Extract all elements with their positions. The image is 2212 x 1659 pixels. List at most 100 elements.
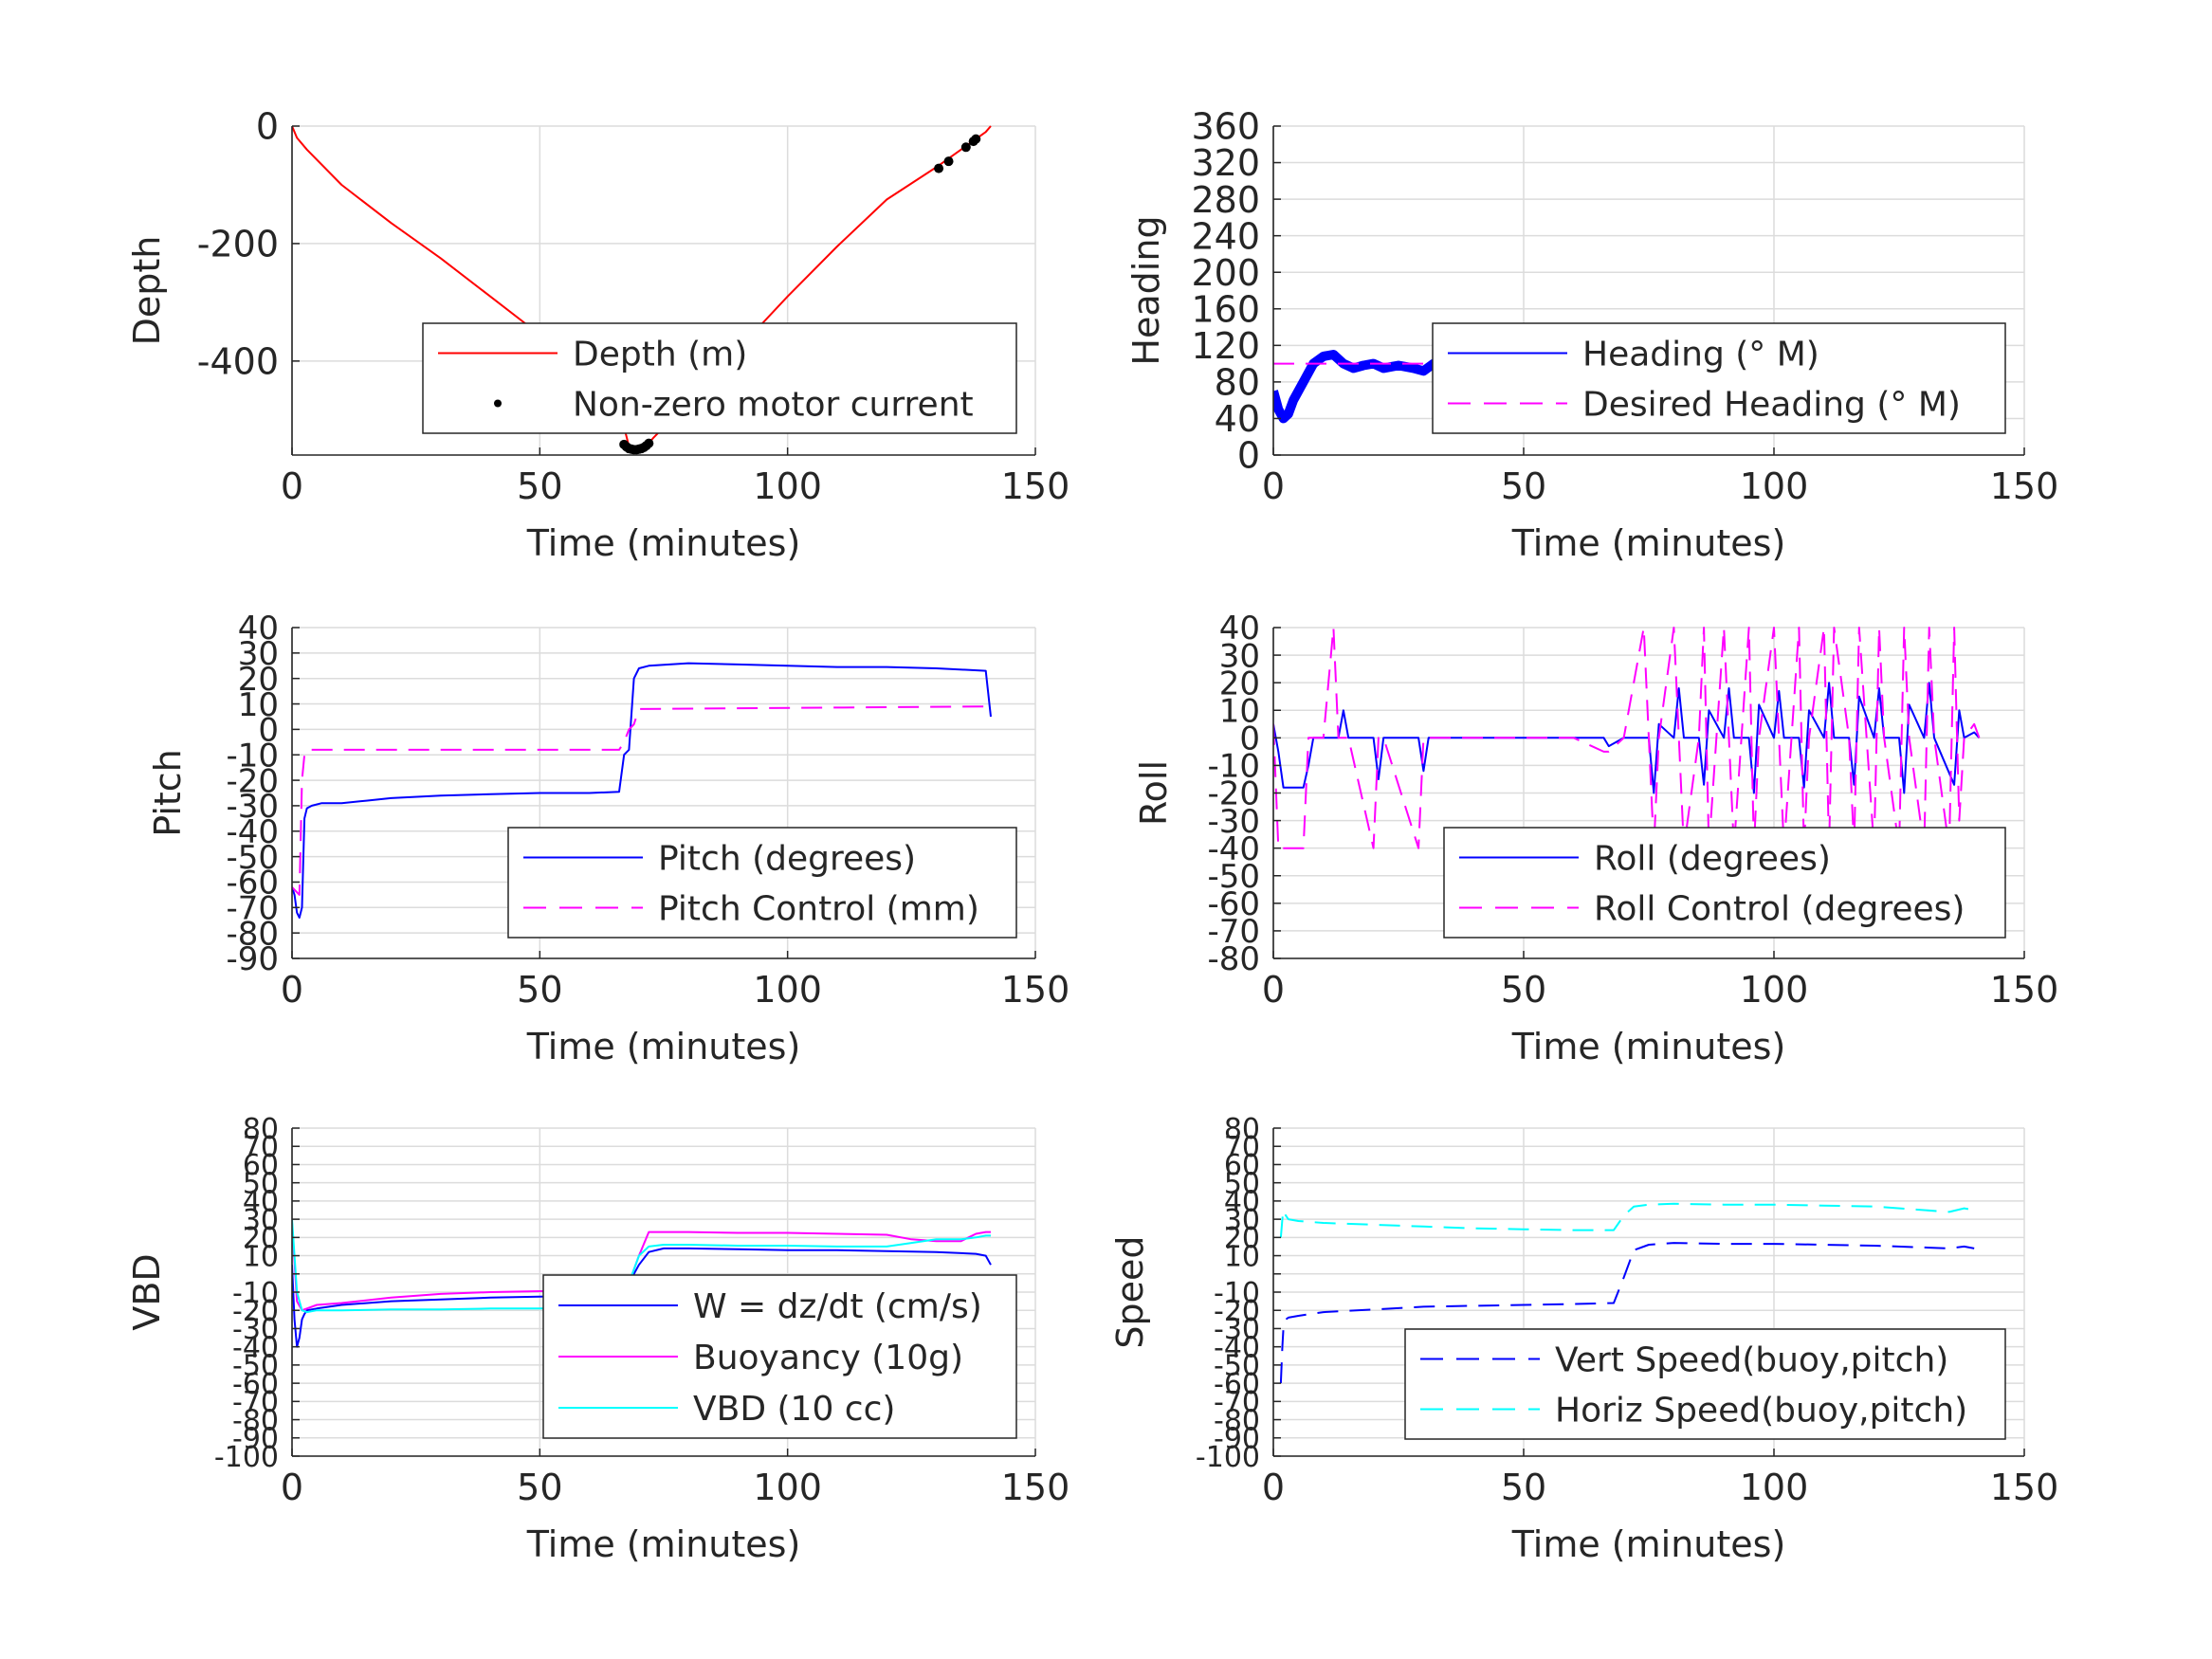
y-axis-label: VBD [126, 1253, 168, 1330]
y-tick-label: 70 [243, 1131, 279, 1164]
y-tick-label: -40 [226, 813, 279, 851]
y-tick-label: -100 [214, 1441, 279, 1474]
y-tick-label: -50 [1207, 858, 1260, 896]
y-tick-label: -90 [226, 940, 279, 978]
legend-entry: Desired Heading (° M) [1582, 385, 1961, 424]
x-axis-label: Time (minutes) [526, 1523, 801, 1565]
x-tick-label: 50 [1501, 1467, 1546, 1508]
x-tick-label: 100 [753, 969, 822, 1011]
x-tick-label: 150 [1001, 465, 1070, 507]
y-tick-label: -60 [226, 865, 279, 902]
y-tick-label: -60 [1207, 885, 1260, 923]
legend-entry: Vert Speed(buoy,pitch) [1555, 1340, 1948, 1379]
legend-entry: Buoyancy (10g) [693, 1339, 963, 1377]
y-tick-label: 30 [238, 635, 279, 673]
x-tick-label: 50 [517, 465, 562, 507]
y-tick-label: -50 [1214, 1350, 1260, 1383]
y-tick-label: -200 [197, 224, 279, 265]
x-tick-label: 50 [1501, 969, 1546, 1011]
x-tick-label: 0 [1262, 969, 1285, 1011]
x-tick-label: 150 [1990, 1467, 2059, 1508]
legend-swatch [494, 399, 502, 408]
series-line-3 [292, 1219, 991, 1314]
x-tick-label: 150 [1990, 969, 2059, 1011]
y-tick-label: 40 [1215, 398, 1260, 440]
y-tick-label: 200 [1191, 252, 1260, 294]
x-tick-label: 100 [1740, 969, 1809, 1011]
y-tick-label: 120 [1191, 325, 1260, 367]
legend: Pitch (degrees) Pitch Control (mm) [507, 827, 1017, 939]
y-tick-label: -80 [1214, 1404, 1260, 1437]
x-axis-label: Time (minutes) [1511, 522, 1786, 564]
y-axis-label: Speed [1109, 1235, 1151, 1348]
x-tick-label: 0 [281, 969, 303, 1011]
legend-box [1432, 322, 2006, 434]
x-tick-label: 50 [517, 1467, 562, 1508]
y-tick-label: 30 [1219, 637, 1260, 675]
legend-entry: VBD (10 cc) [693, 1390, 895, 1429]
y-tick-label: 30 [1224, 1204, 1260, 1237]
y-tick-label: -40 [232, 1331, 279, 1364]
x-tick-label: 50 [517, 969, 562, 1011]
y-tick-label: -50 [232, 1350, 279, 1383]
y-tick-label: -20 [1214, 1295, 1260, 1328]
x-axis-label: Time (minutes) [526, 1026, 801, 1067]
y-tick-label: 60 [1224, 1149, 1260, 1182]
series-line-2 [292, 705, 992, 896]
y-tick-label: 30 [243, 1204, 279, 1237]
data-point [971, 134, 981, 144]
series-line-1 [1279, 1242, 1975, 1384]
data-point [943, 156, 954, 167]
y-tick-label: -20 [226, 762, 279, 800]
chart-vbd: 0 50 100 150 -100-90-80-70-60-50-40-30-20-10… [126, 1113, 1069, 1565]
legend-entry: Heading (° M) [1582, 335, 1819, 374]
series-group [292, 125, 992, 455]
x-tick-label: 100 [753, 465, 822, 507]
y-tick-label: -90 [1214, 1423, 1260, 1456]
y-tick-label: -10 [1214, 1277, 1260, 1310]
y-tick-label: 10 [238, 686, 279, 724]
y-tick-label: -70 [226, 890, 279, 928]
y-tick-label: -20 [1207, 775, 1260, 813]
y-tick-label: 20 [243, 1222, 279, 1255]
y-tick-label: 20 [1224, 1222, 1260, 1255]
data-point [934, 163, 944, 173]
y-tick-label: -60 [232, 1368, 279, 1401]
x-tick-label: 150 [1001, 969, 1070, 1011]
y-tick-label: -60 [1214, 1368, 1260, 1401]
y-axis-label: Heading [1125, 215, 1167, 365]
legend-box [507, 827, 1017, 939]
legend: Depth (m) Non-zero motor current [422, 322, 1017, 434]
series-line-1 [1273, 682, 1981, 794]
data-point [644, 438, 654, 448]
y-tick-label: 60 [243, 1149, 279, 1182]
legend-entry: Pitch (degrees) [658, 839, 916, 878]
series-group [292, 662, 992, 919]
y-tick-label: 360 [1191, 106, 1260, 148]
legend-entry: Roll Control (degrees) [1594, 889, 1965, 928]
y-tick-label: 40 [1224, 1186, 1260, 1219]
x-tick-label: 0 [1262, 465, 1285, 507]
chart-speed: 0 50 100 150 -100-90-80-70-60-50-40-30-20-10… [1109, 1113, 2058, 1565]
y-tick-label: -10 [1207, 748, 1260, 786]
y-tick-label: 70 [1224, 1131, 1260, 1164]
y-tick-label: -30 [232, 1313, 279, 1346]
y-tick-label: -40 [1207, 830, 1260, 868]
y-tick-label: -30 [1214, 1313, 1260, 1346]
x-axis-label: Time (minutes) [1511, 1523, 1786, 1565]
y-tick-label: 40 [1219, 610, 1260, 647]
legend-entry: Roll (degrees) [1594, 839, 1831, 878]
legend-box [422, 322, 1017, 434]
y-tick-label: -50 [226, 839, 279, 877]
y-tick-label: 10 [243, 1240, 279, 1273]
x-axis-label: Time (minutes) [1511, 1026, 1786, 1067]
y-tick-label: -40 [1214, 1331, 1260, 1364]
y-tick-label: 0 [256, 106, 279, 148]
y-tick-label: -90 [232, 1423, 279, 1456]
y-tick-label: -70 [1207, 913, 1260, 951]
y-tick-label: 10 [1224, 1240, 1260, 1273]
y-tick-label: -70 [1214, 1386, 1260, 1419]
y-tick-label: -100 [1196, 1441, 1260, 1474]
